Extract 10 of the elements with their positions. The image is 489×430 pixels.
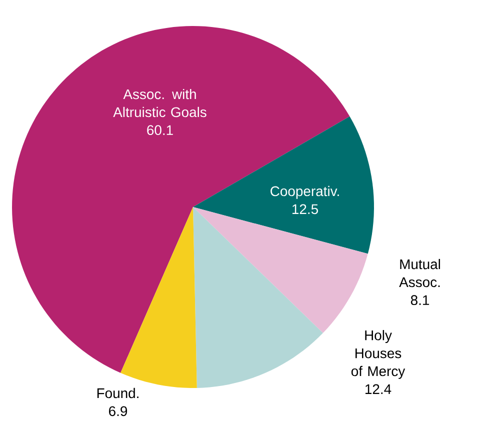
data-label: 6.9 — [109, 406, 128, 416]
slice-label: Assoc. with Altruistic Goals — [113, 88, 206, 118]
data-label: 12.4 — [365, 384, 392, 394]
data-label: 12.5 — [292, 204, 318, 214]
slice-label: Cooperativ. — [270, 186, 339, 199]
data-label: 60.1 — [147, 125, 173, 136]
data-label: 8.1 — [410, 295, 430, 306]
slice-label: Found. — [97, 388, 138, 398]
slice-label: Mutual Assoc. — [399, 258, 440, 288]
slice-label: Holy Houses of Mercy — [351, 330, 406, 379]
